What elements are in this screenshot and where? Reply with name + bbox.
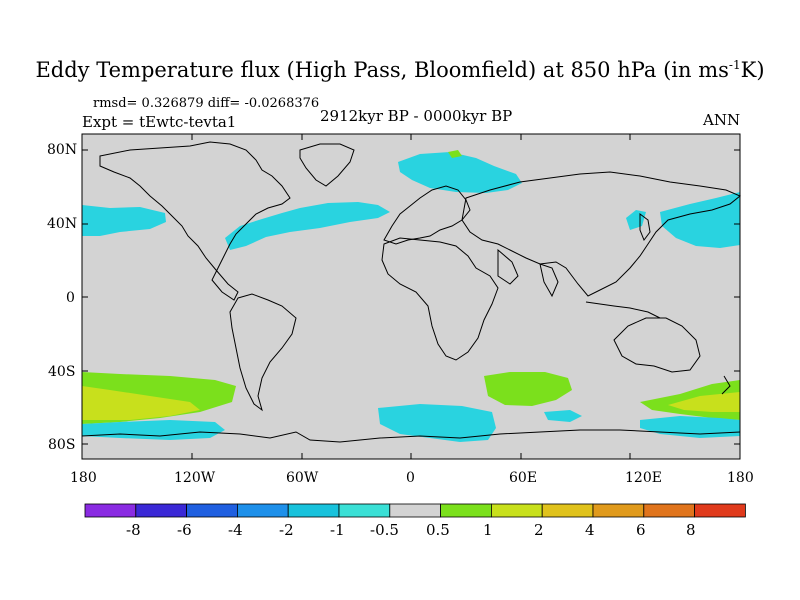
colorbar-swatch	[643, 503, 695, 518]
anomaly-patch-north-pacific-west	[660, 192, 740, 248]
coastline-australia	[613, 317, 701, 373]
colorbar-swatch	[236, 503, 289, 518]
anomaly-patch-barents-sea	[398, 152, 522, 193]
lon-label-120e: 120E	[625, 470, 662, 486]
colorbar-swatch	[541, 503, 594, 518]
colorbar-swatch	[338, 503, 391, 518]
stats-text: rmsd= 0.326879 diff= -0.0268376	[93, 96, 320, 111]
anomaly-patch-south-indian-green	[484, 372, 572, 406]
anomaly-patch-arctic-green	[448, 150, 462, 158]
coastline-asia	[461, 171, 741, 297]
colorbar-label: -1	[330, 521, 345, 539]
colorbar-swatch	[84, 503, 137, 518]
colorbar-label: 2	[534, 521, 544, 539]
period-label: 2912kyr BP - 0000kyr BP	[320, 107, 513, 125]
anomaly-patch-north-pacific-east	[82, 205, 166, 236]
lon-ticks	[191, 134, 631, 459]
lon-label-0: 0	[406, 470, 415, 486]
anomaly-patch-southwest-pacific-yellow	[668, 392, 740, 412]
coastline-japan	[639, 213, 651, 242]
lon-label-180e: 180	[727, 470, 754, 486]
coastline-new-zealand	[721, 375, 731, 395]
anomaly-patch-south-pacific-yellow	[82, 386, 200, 420]
coastline-india	[539, 263, 559, 298]
colorbar-label: 6	[636, 521, 646, 539]
anomaly-patch-southern-ocean-pacific	[82, 420, 225, 440]
colorbar-label: 0.5	[426, 521, 450, 539]
colorbar-swatch	[592, 503, 645, 518]
lat-label-80s: 80S	[48, 437, 76, 453]
colorbar-label: 1	[483, 521, 493, 539]
colorbar-swatch	[694, 503, 746, 518]
coastline-africa	[381, 237, 499, 361]
colorbar-swatch	[440, 503, 492, 518]
coastline-north-america	[99, 141, 291, 301]
lat-label-40s: 40S	[48, 364, 76, 380]
colorbar-label: -8	[126, 521, 141, 539]
colorbar-label: -2	[279, 521, 294, 539]
lon-label-60w: 60W	[286, 470, 319, 486]
lon-label-60e: 60E	[509, 470, 538, 486]
coastline-indonesia	[585, 301, 661, 319]
anomaly-patch-north-atlantic	[225, 202, 390, 250]
map-title: Eddy Temperature flux (High Pass, Bloomf…	[35, 58, 765, 82]
lon-label-180w: 180	[70, 470, 97, 486]
colorbar-swatch	[135, 503, 188, 518]
colorbar-swatch	[490, 503, 543, 518]
anomaly-patch-southern-ocean-atlantic	[378, 404, 496, 442]
colorbar-label: -0.5	[370, 521, 399, 539]
anomaly-fields	[82, 150, 740, 442]
lat-ticks	[82, 149, 740, 445]
coastline-south-america	[229, 293, 297, 412]
colorbar-label: -4	[228, 521, 243, 539]
lon-label-120w: 120W	[174, 470, 216, 486]
colorbar-label: -6	[177, 521, 192, 539]
season-label: ANN	[703, 111, 741, 129]
lat-label-80n: 80N	[47, 142, 78, 158]
coastline-antarctica	[81, 429, 741, 443]
colorbar-label: 8	[686, 521, 696, 539]
coastlines	[81, 141, 741, 443]
coastline-europe	[383, 185, 471, 245]
colorbar	[84, 503, 746, 518]
colorbar-swatch	[186, 503, 238, 518]
lat-label-40n: 40N	[47, 216, 78, 232]
lat-label-eq: 0	[66, 290, 75, 306]
colorbar-label: 4	[585, 521, 595, 539]
colorbar-swatch	[287, 503, 340, 518]
coastline-greenland	[299, 143, 355, 187]
colorbar-swatch	[389, 503, 441, 518]
experiment-label: Expt = tEwtc-tevta1	[82, 113, 237, 131]
anomaly-patch-southern-ocean-indian	[544, 410, 582, 422]
coastline-arabia	[497, 248, 519, 285]
